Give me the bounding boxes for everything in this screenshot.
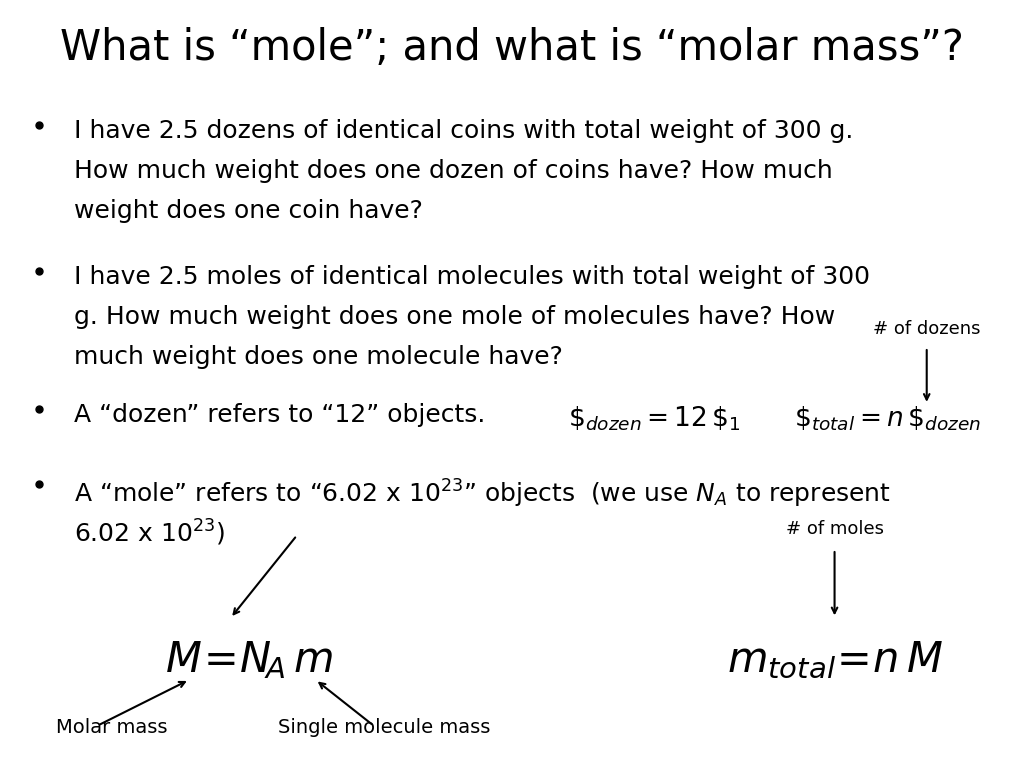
Text: How much weight does one dozen of coins have? How much: How much weight does one dozen of coins … (74, 159, 833, 183)
Text: I have 2.5 dozens of identical coins with total weight of 300 g.: I have 2.5 dozens of identical coins wit… (74, 119, 853, 143)
Text: What is “mole”; and what is “molar mass”?: What is “mole”; and what is “molar mass”… (60, 27, 964, 69)
Text: $\mathit{\$}_{total}=n\,\mathit{\$}_{dozen}$: $\mathit{\$}_{total}=n\,\mathit{\$}_{doz… (794, 405, 981, 433)
Text: A “mole” refers to “6.02 x 10$^{23}$” objects  (we use $N_A$ to represent: A “mole” refers to “6.02 x 10$^{23}$” ob… (74, 478, 891, 510)
Text: g. How much weight does one mole of molecules have? How: g. How much weight does one mole of mole… (74, 305, 835, 329)
Text: $\mathit{\$}_{dozen}=12\,\mathit{\$}_1$: $\mathit{\$}_{dozen}=12\,\mathit{\$}_1$ (568, 405, 741, 433)
Text: Molar mass: Molar mass (56, 718, 168, 737)
Text: I have 2.5 moles of identical molecules with total weight of 300: I have 2.5 moles of identical molecules … (74, 265, 869, 289)
Text: weight does one coin have?: weight does one coin have? (74, 199, 423, 223)
Text: $m_{total}\!=\!n\,M$: $m_{total}\!=\!n\,M$ (727, 640, 942, 681)
Text: Single molecule mass: Single molecule mass (278, 718, 490, 737)
Text: # of moles: # of moles (785, 520, 884, 538)
Text: A “dozen” refers to “12” objects.: A “dozen” refers to “12” objects. (74, 403, 485, 427)
Text: $\,M\!=\!N_{\!A}\,m$: $\,M\!=\!N_{\!A}\,m$ (159, 640, 333, 681)
Text: 6.02 x 10$^{23}$): 6.02 x 10$^{23}$) (74, 518, 224, 548)
Text: much weight does one molecule have?: much weight does one molecule have? (74, 345, 562, 369)
Text: # of dozens: # of dozens (873, 320, 980, 338)
